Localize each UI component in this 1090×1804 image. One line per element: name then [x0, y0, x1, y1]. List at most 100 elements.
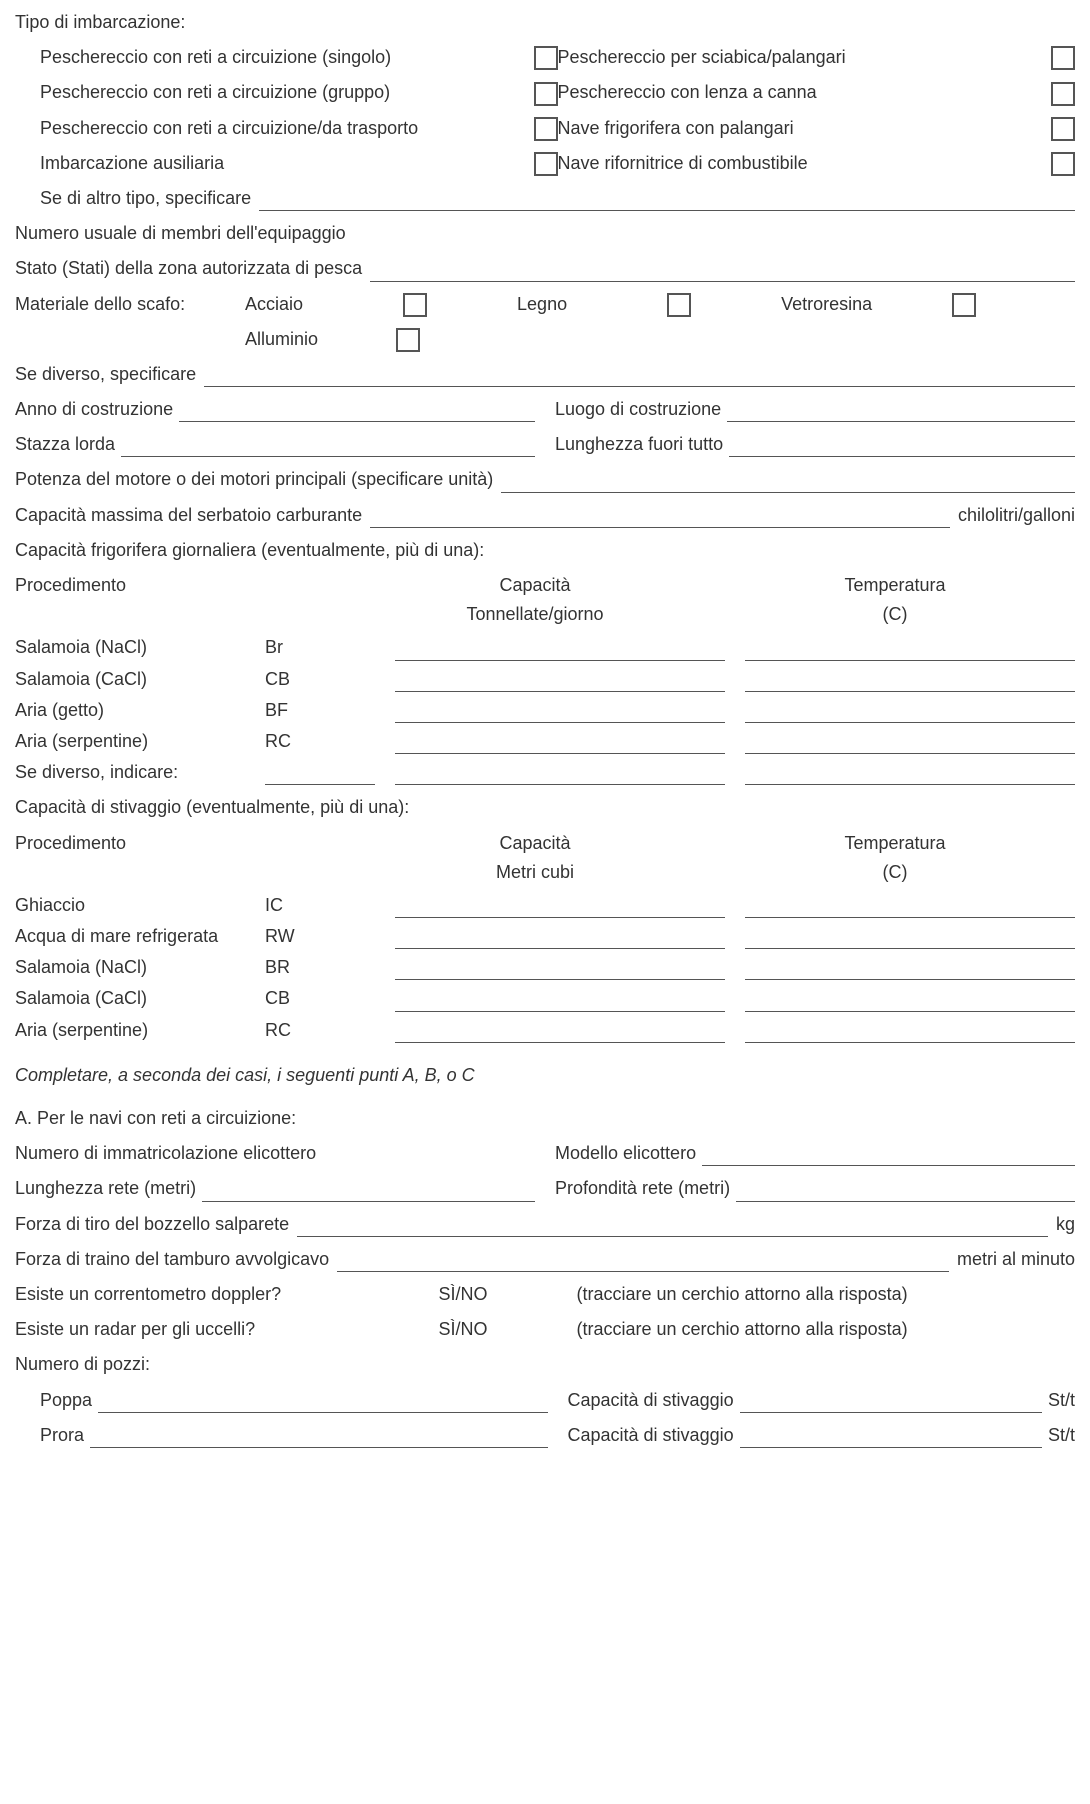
stow-cap-input-2[interactable] [740, 1425, 1042, 1448]
freeze-title: Capacità frigorifera giornaliera (eventu… [15, 538, 484, 563]
year-input[interactable] [179, 400, 535, 423]
stow-row: GhiaccioIC [15, 893, 1075, 918]
cb-hull1[interactable] [403, 293, 427, 317]
hdr-c1: (C) [715, 602, 1075, 627]
stt-1: St/t [1048, 1388, 1075, 1413]
stow-title: Capacità di stivaggio (eventualmente, pi… [15, 795, 409, 820]
drum-force-input[interactable] [337, 1249, 949, 1272]
hull-opt3: Vetroresina [781, 292, 872, 317]
cb-hull3[interactable] [952, 293, 976, 317]
cb-l1[interactable] [534, 46, 558, 70]
engine-input[interactable] [501, 470, 1075, 493]
doppler-label: Esiste un correntometro doppler? [15, 1282, 430, 1307]
mpm-label: metri al minuto [957, 1247, 1075, 1272]
cb-hull2[interactable] [667, 293, 691, 317]
stow-cap-label-2: Capacità di stivaggio [568, 1423, 734, 1448]
hull-opt2: Legno [517, 292, 567, 317]
cb-l4[interactable] [534, 152, 558, 176]
stern-label: Poppa [40, 1388, 92, 1413]
crew-label: Numero usuale di membri dell'equipaggio [15, 221, 346, 246]
cb-r2[interactable] [1051, 82, 1075, 106]
place-input[interactable] [727, 400, 1075, 423]
net-len-input[interactable] [202, 1179, 535, 1202]
zone-input[interactable] [370, 259, 1075, 282]
bow-input[interactable] [90, 1425, 547, 1448]
freeze-row: Salamoia (NaCl)Br [15, 635, 1075, 660]
hdr-cap2: Capacità [355, 831, 715, 856]
vt-r3: Nave frigorifera con palangari [558, 116, 794, 141]
other-type-input[interactable] [259, 189, 1075, 212]
section-a-title: A. Per le navi con reti a circuizione: [15, 1106, 296, 1131]
radar-circle: (tracciare un cerchio attorno alla rispo… [576, 1317, 1075, 1342]
hull-label: Materiale dello scafo: [15, 292, 215, 317]
cb-r4[interactable] [1051, 152, 1075, 176]
block-force-input[interactable] [297, 1214, 1048, 1237]
hdr-proc2: Procedimento [15, 831, 355, 856]
stow-row: Salamoia (CaCl)CB [15, 986, 1075, 1011]
vt-l1: Peschereccio con reti a circuizione (sin… [40, 45, 391, 70]
place-label: Luogo di costruzione [555, 397, 721, 422]
zone-label: Stato (Stati) della zona autorizzata di … [15, 256, 362, 281]
doppler-circle: (tracciare un cerchio attorno alla rispo… [576, 1282, 1075, 1307]
heli-model-input[interactable] [702, 1144, 1075, 1167]
bow-label: Prora [40, 1423, 84, 1448]
cb-l2[interactable] [534, 82, 558, 106]
title: Tipo di imbarcazione: [15, 10, 1075, 35]
tonnage-label: Stazza lorda [15, 432, 115, 457]
block-force-label: Forza di tiro del bozzello salparete [15, 1212, 289, 1237]
fuel-unit: chilolitri/galloni [958, 503, 1075, 528]
vt-r4: Nave rifornitrice di combustibile [558, 151, 808, 176]
stow-row: Aria (serpentine)RC [15, 1018, 1075, 1043]
stow-row: Acqua di mare refrigerataRW [15, 924, 1075, 949]
cb-hull4[interactable] [396, 328, 420, 352]
hdr-ton: Tonnellate/giorno [355, 602, 715, 627]
freeze-row: Aria (getto)BF [15, 698, 1075, 723]
drum-force-label: Forza di traino del tamburo avvolgicavo [15, 1247, 329, 1272]
net-depth-input[interactable] [736, 1179, 1075, 1202]
tonnage-input[interactable] [121, 435, 535, 458]
radar-label: Esiste un radar per gli uccelli? [15, 1317, 430, 1342]
length-label: Lunghezza fuori tutto [555, 432, 723, 457]
complete-note: Completare, a seconda dei casi, i seguen… [15, 1063, 475, 1088]
hdr-temp2: Temperatura [715, 831, 1075, 856]
heli-reg-label: Numero di immatricolazione elicottero [15, 1141, 316, 1166]
wells-label: Numero di pozzi: [15, 1352, 150, 1377]
hdr-c2: (C) [715, 860, 1075, 885]
net-depth-label: Profondità rete (metri) [555, 1176, 730, 1201]
engine-label: Potenza del motore o dei motori principa… [15, 467, 493, 492]
kg-label: kg [1056, 1212, 1075, 1237]
diverse-label: Se diverso, specificare [15, 362, 196, 387]
vt-r2: Peschereccio con lenza a canna [558, 80, 817, 105]
fuel-input[interactable] [370, 505, 950, 528]
hdr-cubic: Metri cubi [355, 860, 715, 885]
stow-cap-input-1[interactable] [740, 1390, 1042, 1413]
vt-l3: Peschereccio con reti a circuizione/da t… [40, 116, 418, 141]
stow-cap-label-1: Capacità di stivaggio [568, 1388, 734, 1413]
vt-l4: Imbarcazione ausiliaria [40, 151, 224, 176]
net-len-label: Lunghezza rete (metri) [15, 1176, 196, 1201]
hull-opt1: Acciaio [245, 292, 303, 317]
length-input[interactable] [729, 435, 1075, 458]
stow-row: Salamoia (NaCl)BR [15, 955, 1075, 980]
cb-l3[interactable] [534, 117, 558, 141]
year-label: Anno di costruzione [15, 397, 173, 422]
radar-yesno[interactable]: SÌ/NO [438, 1317, 568, 1342]
other-type-label: Se di altro tipo, specificare [40, 186, 251, 211]
cb-r1[interactable] [1051, 46, 1075, 70]
doppler-yesno[interactable]: SÌ/NO [438, 1282, 568, 1307]
vt-r1: Peschereccio per sciabica/palangari [558, 45, 846, 70]
hdr-temp: Temperatura [715, 573, 1075, 598]
freeze-row: Aria (serpentine)RC [15, 729, 1075, 754]
vt-l2: Peschereccio con reti a circuizione (gru… [40, 80, 390, 105]
hdr-proc: Procedimento [15, 573, 355, 598]
heli-model-label: Modello elicottero [555, 1141, 696, 1166]
diverse-indicate-row: Se diverso, indicare: [15, 760, 1075, 785]
hull-opt4: Alluminio [245, 327, 318, 352]
hdr-cap: Capacità [355, 573, 715, 598]
stern-input[interactable] [98, 1390, 547, 1413]
diverse-input[interactable] [204, 364, 1075, 387]
fuel-label: Capacità massima del serbatoio carburant… [15, 503, 362, 528]
stt-2: St/t [1048, 1423, 1075, 1448]
freeze-row: Salamoia (CaCl)CB [15, 667, 1075, 692]
cb-r3[interactable] [1051, 117, 1075, 141]
